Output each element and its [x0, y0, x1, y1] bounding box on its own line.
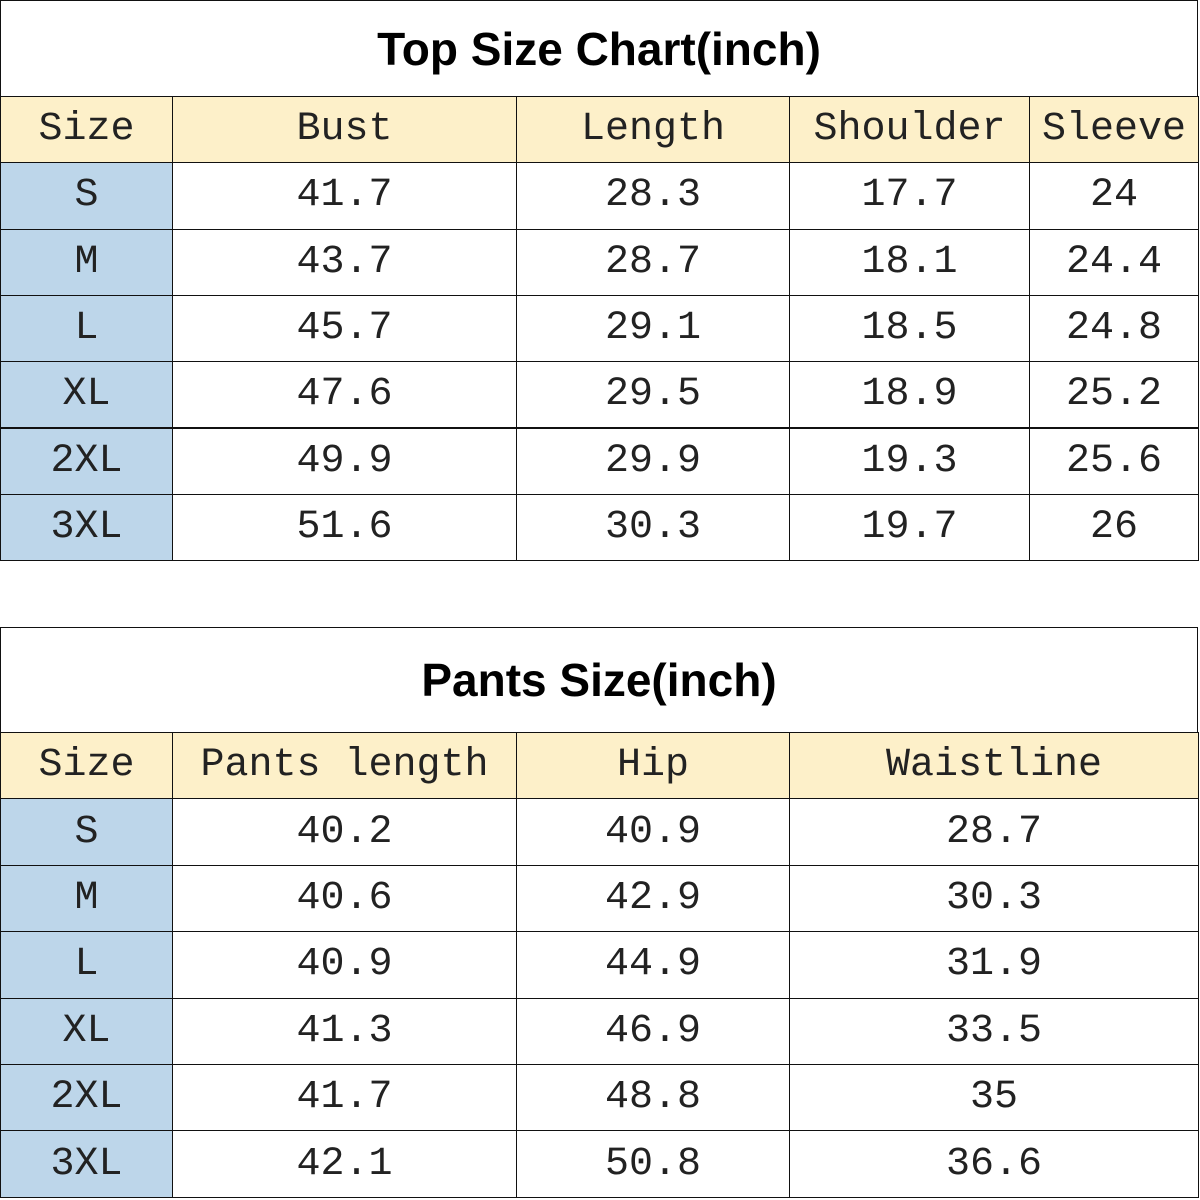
measurement: 33.5 [789, 997, 1199, 1065]
column-header: Shoulder [789, 96, 1030, 164]
size-label: 3XL [0, 493, 173, 562]
size-label: S [0, 162, 173, 230]
measurement: 19.7 [789, 493, 1030, 562]
size-label: S [0, 798, 173, 866]
measurement: 24 [1029, 162, 1199, 230]
measurement: 25.2 [1029, 361, 1199, 429]
size-label: 3XL [0, 1130, 173, 1198]
measurement: 40.9 [516, 798, 790, 866]
size-label: L [0, 931, 173, 999]
measurement: 40.6 [172, 864, 517, 933]
size-label: L [0, 294, 173, 363]
table-title: Top Size Chart(inch) [0, 0, 1198, 97]
measurement: 51.6 [172, 493, 517, 562]
measurement: 18.9 [789, 361, 1030, 429]
column-header: Length [516, 96, 790, 164]
measurement: 26 [1029, 493, 1199, 562]
column-header: Bust [172, 96, 517, 164]
table-title: Pants Size(inch) [0, 627, 1198, 733]
measurement: 46.9 [516, 997, 790, 1065]
measurement: 50.8 [516, 1130, 790, 1198]
column-header: Pants length [172, 732, 517, 800]
measurement: 43.7 [172, 228, 517, 296]
measurement: 40.2 [172, 798, 517, 866]
measurement: 18.5 [789, 294, 1030, 363]
measurement: 30.3 [789, 864, 1199, 933]
measurement: 25.6 [1029, 427, 1199, 495]
column-header: Waistline [789, 732, 1199, 800]
measurement: 19.3 [789, 427, 1030, 495]
column-header: Sleeve [1029, 96, 1199, 164]
measurement: 40.9 [172, 931, 517, 999]
measurement: 30.3 [516, 493, 790, 562]
measurement: 42.9 [516, 864, 790, 933]
measurement: 35 [789, 1064, 1199, 1132]
measurement: 45.7 [172, 294, 517, 363]
measurement: 28.7 [789, 798, 1199, 866]
measurement: 28.3 [516, 162, 790, 230]
measurement: 31.9 [789, 931, 1199, 999]
column-header: Size [0, 96, 173, 164]
size-label: 2XL [0, 1064, 173, 1132]
measurement: 49.9 [172, 427, 517, 495]
measurement: 47.6 [172, 361, 517, 429]
measurement: 28.7 [516, 228, 790, 296]
measurement: 41.7 [172, 1064, 517, 1132]
size-label: XL [0, 361, 173, 429]
measurement: 48.8 [516, 1064, 790, 1132]
measurement: 29.5 [516, 361, 790, 429]
measurement: 29.9 [516, 427, 790, 495]
column-header: Hip [516, 732, 790, 800]
measurement: 24.4 [1029, 228, 1199, 296]
measurement: 36.6 [789, 1130, 1199, 1198]
measurement: 41.7 [172, 162, 517, 230]
column-header: Size [0, 732, 173, 800]
measurement: 17.7 [789, 162, 1030, 230]
measurement: 24.8 [1029, 294, 1199, 363]
measurement: 29.1 [516, 294, 790, 363]
measurement: 42.1 [172, 1130, 517, 1198]
measurement: 41.3 [172, 997, 517, 1065]
size-label: M [0, 864, 173, 933]
measurement: 18.1 [789, 228, 1030, 296]
size-label: 2XL [0, 427, 173, 495]
size-label: M [0, 228, 173, 296]
measurement: 44.9 [516, 931, 790, 999]
size-label: XL [0, 997, 173, 1065]
